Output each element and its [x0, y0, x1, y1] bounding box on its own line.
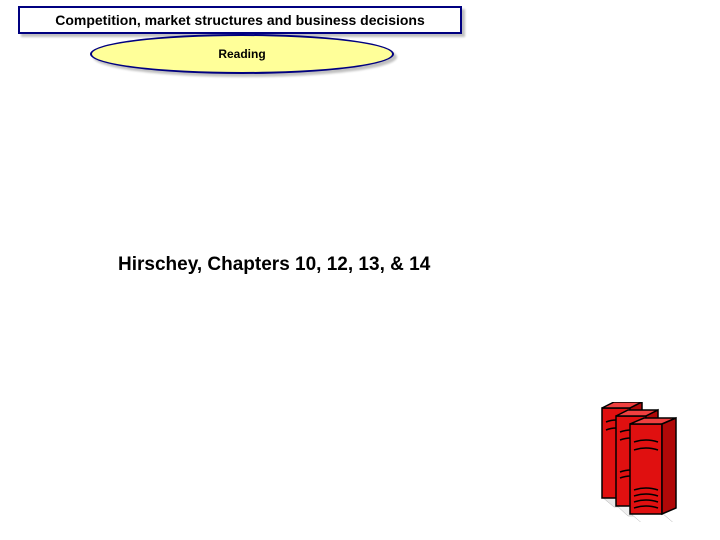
subtitle-ellipse: Reading	[90, 34, 394, 74]
subtitle-text: Reading	[218, 47, 265, 61]
books-icon	[580, 402, 690, 522]
title-box: Competition, market structures and busin…	[18, 6, 462, 34]
title-text: Competition, market structures and busin…	[55, 12, 425, 28]
main-reading-text: Hirschey, Chapters 10, 12, 13, & 14	[118, 254, 430, 276]
